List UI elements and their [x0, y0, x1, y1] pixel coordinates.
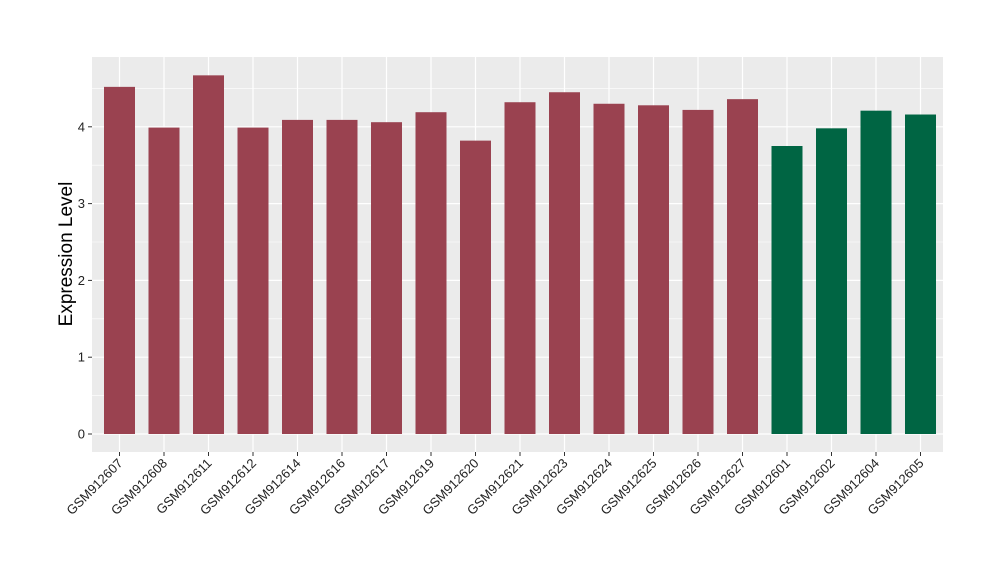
- bar-GSM912611: [193, 75, 224, 435]
- bar-GSM912607: [104, 86, 135, 434]
- bars: [104, 75, 936, 435]
- bar-GSM912626: [682, 109, 714, 435]
- bar-GSM912605: [905, 114, 936, 435]
- bar-GSM912624: [593, 103, 625, 434]
- bar-GSM912614: [282, 119, 313, 434]
- bar-GSM912616: [326, 119, 358, 434]
- bar-GSM912620: [460, 140, 491, 434]
- bar-GSM912604: [860, 110, 892, 434]
- bar-GSM912627: [727, 99, 758, 434]
- y-tick-label: 1: [78, 350, 85, 365]
- bar-GSM912617: [371, 122, 402, 434]
- bar-GSM912602: [816, 128, 847, 434]
- y-tick-label: 4: [78, 119, 85, 134]
- y-tick-label: 3: [78, 196, 85, 211]
- bar-GSM912625: [638, 105, 669, 435]
- x-axis: GSM912607GSM912608GSM912611GSM912612GSM9…: [63, 452, 927, 518]
- bar-GSM912621: [504, 102, 536, 434]
- y-axis: 0 1 2 3 4: [78, 119, 92, 442]
- bar-GSM912619: [415, 112, 447, 434]
- y-tick-label: 2: [78, 273, 85, 288]
- y-axis-title: Expression Level: [56, 182, 77, 327]
- bar-GSM912612: [237, 127, 269, 435]
- bar-GSM912623: [549, 92, 580, 435]
- bar-GSM912601: [771, 146, 803, 434]
- bar-GSM912608: [148, 127, 180, 435]
- y-tick-label: 0: [78, 427, 85, 442]
